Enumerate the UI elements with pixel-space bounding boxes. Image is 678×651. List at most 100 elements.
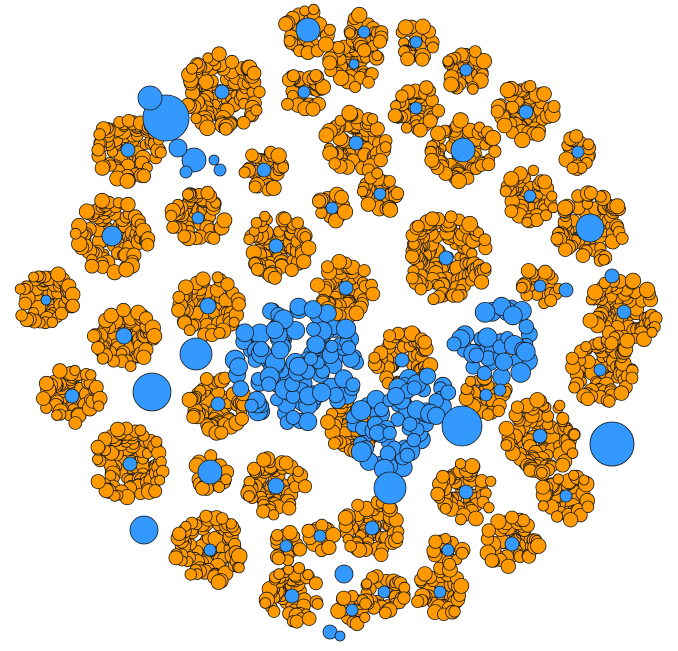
blue-node <box>495 353 512 370</box>
orange-node <box>579 475 589 485</box>
orange-node <box>501 440 512 451</box>
orange-node <box>185 569 197 581</box>
cluster-center-node <box>374 188 386 200</box>
orange-node <box>584 187 597 200</box>
orange-node <box>485 130 500 145</box>
orange-node <box>412 220 424 232</box>
orange-node <box>443 56 453 66</box>
orange-node <box>329 158 341 170</box>
cluster-center-node <box>459 485 473 499</box>
orange-node <box>232 298 245 311</box>
orange-node <box>272 552 285 565</box>
blue-node-large <box>335 631 345 641</box>
orange-node <box>567 162 579 174</box>
orange-node <box>489 145 501 157</box>
orange-node <box>297 254 311 268</box>
orange-node <box>310 278 324 292</box>
cluster-center-node <box>280 540 292 552</box>
orange-node <box>92 454 102 464</box>
orange-node <box>266 181 281 196</box>
blue-node <box>336 319 355 338</box>
orange-node <box>501 559 515 573</box>
orange-node <box>187 63 198 74</box>
orange-node <box>614 386 629 401</box>
orange-node <box>449 606 460 617</box>
orange-node <box>279 17 293 31</box>
orange-node <box>392 532 404 544</box>
orange-node <box>486 476 496 486</box>
orange-node <box>293 466 303 476</box>
orange-node <box>324 24 335 35</box>
blue-node <box>342 341 356 355</box>
blue-node <box>307 322 321 336</box>
orange-node <box>639 282 654 297</box>
orange-node <box>465 459 480 474</box>
cluster-center-node <box>296 18 320 42</box>
orange-node <box>235 412 248 425</box>
cluster-center-node <box>298 86 310 98</box>
cluster-center-node <box>560 490 572 502</box>
blue-node <box>262 377 277 392</box>
orange-node <box>360 598 372 610</box>
orange-node <box>384 176 396 188</box>
orange-node <box>536 467 547 478</box>
blue-node-large <box>214 164 226 176</box>
orange-node <box>418 567 433 582</box>
orange-node <box>232 548 248 564</box>
orange-node <box>298 480 311 493</box>
orange-node <box>515 132 530 147</box>
cluster-center-node <box>410 102 422 114</box>
cluster-center-node <box>211 397 225 411</box>
orange-node <box>396 90 408 102</box>
orange-node <box>482 409 494 421</box>
orange-node <box>570 130 583 143</box>
orange-node <box>52 410 63 421</box>
orange-node <box>599 254 610 265</box>
orange-node <box>292 217 304 229</box>
orange-node <box>29 272 39 282</box>
blue-node <box>346 378 360 392</box>
orange-node <box>469 46 481 58</box>
orange-node <box>95 161 109 175</box>
orange-node <box>220 123 233 136</box>
orange-node <box>349 306 364 321</box>
orange-node <box>566 352 578 364</box>
blue-node <box>403 417 417 431</box>
orange-node <box>491 105 504 118</box>
orange-node <box>583 313 598 328</box>
orange-node <box>482 158 495 171</box>
orange-node <box>309 577 322 590</box>
orange-node <box>184 325 195 336</box>
orange-node <box>319 128 334 143</box>
orange-node <box>569 382 580 393</box>
orange-node <box>499 421 514 436</box>
orange-node <box>122 114 135 127</box>
orange-node <box>531 127 545 141</box>
orange-node <box>425 153 439 167</box>
orange-node <box>451 173 466 188</box>
blue-node <box>230 358 248 376</box>
orange-node <box>53 364 67 378</box>
orange-node <box>398 592 410 604</box>
orange-node <box>583 139 594 150</box>
cluster-center-node <box>365 521 379 535</box>
orange-node <box>647 327 657 337</box>
orange-node <box>216 513 228 525</box>
orange-node <box>485 554 499 568</box>
cluster-center-node <box>519 105 533 119</box>
orange-node <box>200 510 212 522</box>
blue-node <box>387 388 404 405</box>
orange-node <box>200 373 213 386</box>
orange-node <box>440 503 451 514</box>
orange-node <box>517 514 529 526</box>
orange-node <box>610 199 625 214</box>
orange-node <box>506 511 519 524</box>
orange-node <box>521 264 536 279</box>
blue-node-large <box>559 283 573 297</box>
orange-node <box>173 291 185 303</box>
orange-node <box>137 169 151 183</box>
blue-node-large <box>494 384 506 396</box>
orange-node <box>92 144 104 156</box>
orange-node <box>85 259 99 273</box>
orange-node <box>172 303 186 317</box>
